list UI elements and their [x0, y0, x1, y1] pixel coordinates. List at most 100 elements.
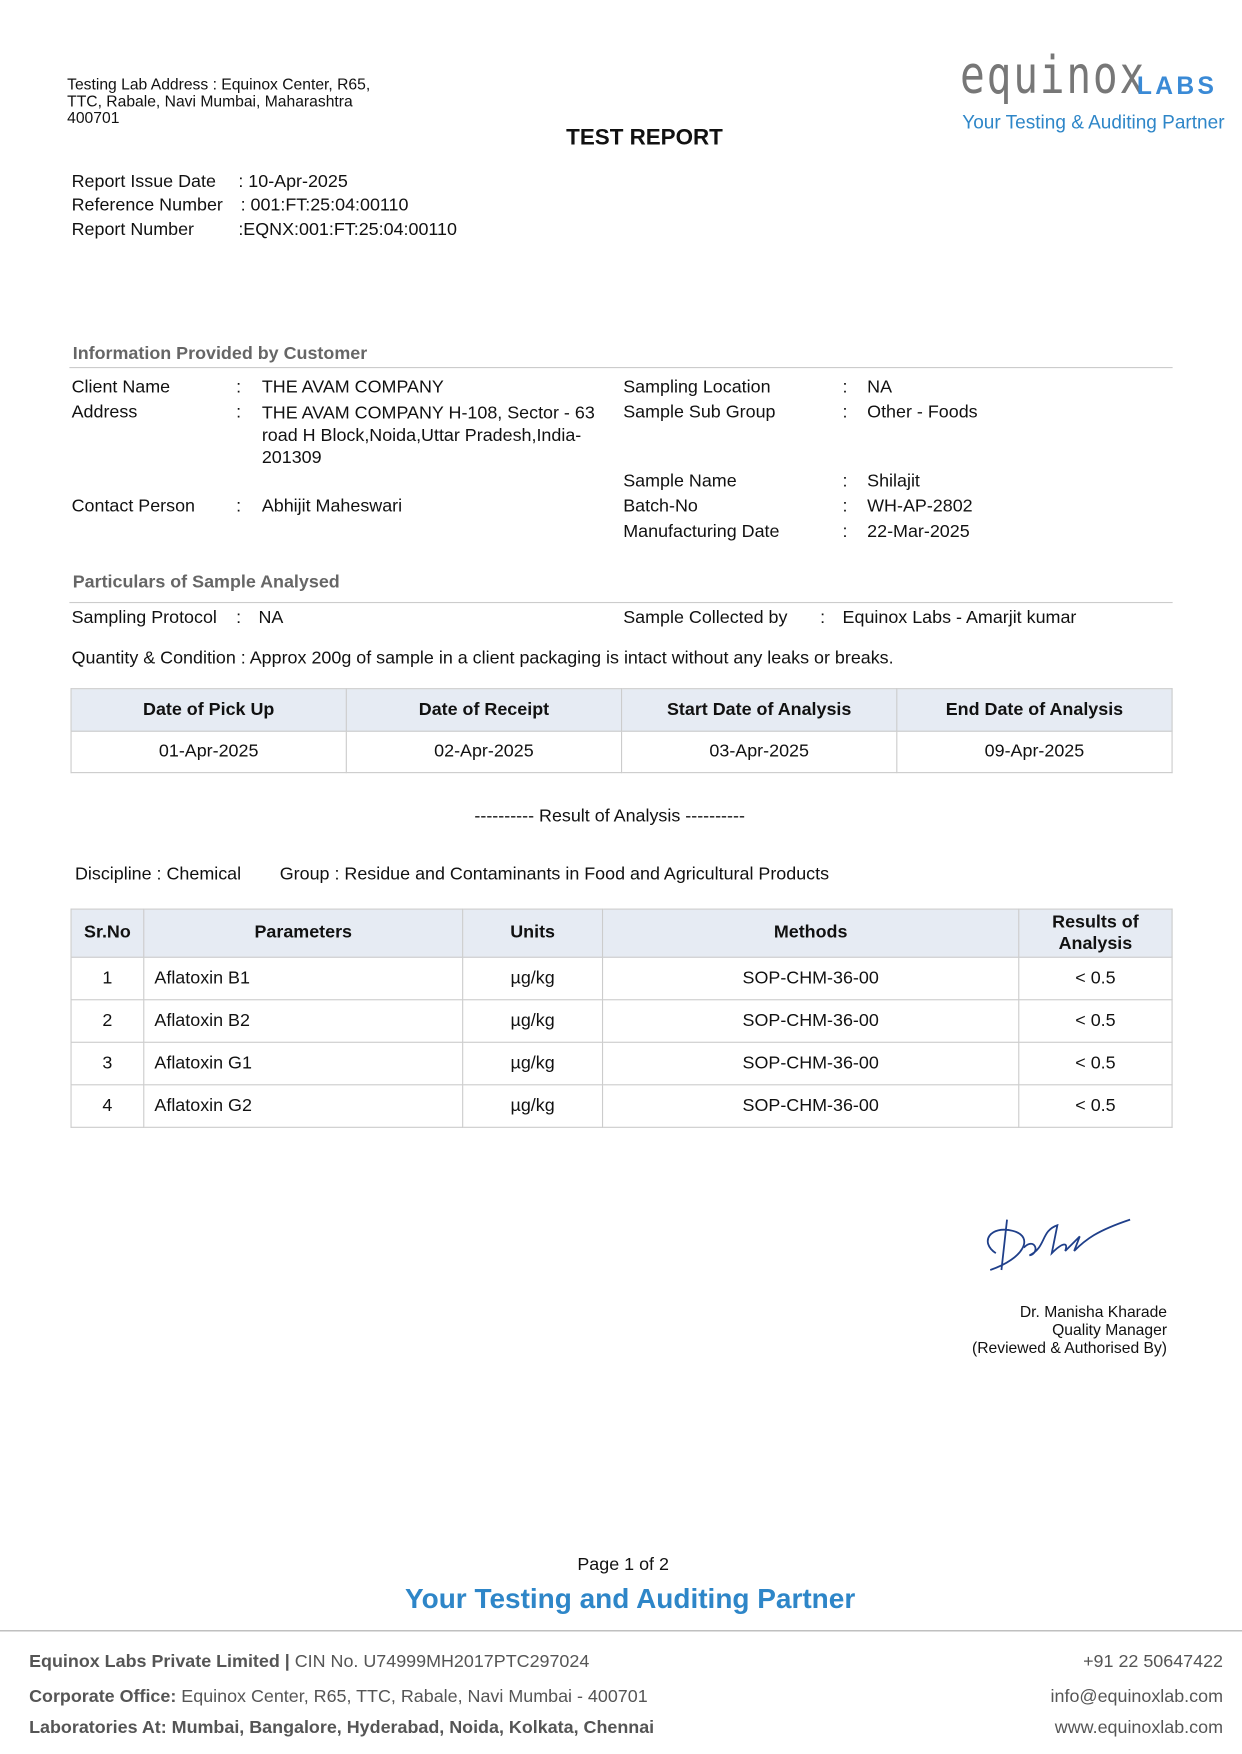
- column-header: Units: [462, 908, 604, 958]
- logo-labs: LABS: [1136, 71, 1218, 100]
- address-line: THE AVAM COMPANY H-108, Sector - 63: [261, 403, 595, 423]
- results-table: Sr.No Parameters Units Methods Results o…: [70, 908, 1173, 1128]
- signatory-name: Dr. Manisha Kharade: [1019, 1302, 1168, 1321]
- unit: µg/kg: [462, 999, 604, 1043]
- column-header: Date of Receipt: [345, 688, 623, 732]
- start-date: 03-Apr-2025: [621, 730, 898, 774]
- address-line: road H Block,Noida,Uttar Pradesh,India-: [261, 426, 582, 446]
- website-link[interactable]: www.equinoxlab.com: [1054, 1718, 1223, 1738]
- sr-no: 1: [70, 956, 145, 1001]
- label: Address: [71, 402, 138, 422]
- sr-no: 4: [70, 1084, 145, 1128]
- unit: µg/kg: [462, 956, 604, 1001]
- signatory-role: Quality Manager: [1052, 1320, 1168, 1339]
- lab-address: Testing Lab Address : Equinox Center, R6…: [67, 76, 370, 126]
- address-line: Testing Lab Address : Equinox Center, R6…: [67, 74, 371, 93]
- sampling-protocol: NA: [258, 608, 284, 628]
- column-header: End Date of Analysis: [896, 688, 1173, 732]
- address-line: TTC, Rabale, Navi Mumbai, Maharashtra: [67, 91, 353, 110]
- address-line: 400701: [67, 108, 120, 127]
- discipline: Discipline : Chemical: [74, 864, 242, 884]
- table-row: 1 Aflatoxin B1 µg/kg SOP-CHM-36-00 < 0.5: [70, 956, 1173, 1001]
- column-header: Results of Analysis: [1018, 908, 1173, 958]
- divider: [69, 367, 1173, 369]
- section-particulars: Particulars of Sample Analysed: [72, 572, 340, 592]
- method: SOP-CHM-36-00: [601, 1084, 1020, 1128]
- column-header: Date of Pick Up: [70, 688, 347, 732]
- office-line: Corporate Office: Equinox Center, R65, T…: [29, 1687, 648, 1707]
- table-row: 4 Aflatoxin G2 µg/kg SOP-CHM-36-00 < 0.5: [70, 1084, 1173, 1128]
- table-header-row: Sr.No Parameters Units Methods Results o…: [70, 908, 1173, 958]
- batch-no: WH-AP-2802: [867, 496, 973, 516]
- group: Group : Residue and Contaminants in Food…: [279, 864, 830, 884]
- colon: :: [842, 378, 848, 398]
- report-number: :EQNX:001:FT:25:04:00110: [238, 220, 457, 240]
- laboratories: Laboratories At: Mumbai, Bangalore, Hyde…: [29, 1718, 655, 1738]
- colon: :: [236, 378, 242, 398]
- result: < 0.5: [1018, 1084, 1173, 1128]
- results-heading: ---------- Result of Analysis ----------: [474, 806, 745, 826]
- colon: :: [842, 522, 848, 542]
- email-link[interactable]: info@equinoxlab.com: [1050, 1687, 1223, 1707]
- column-header: Sr.No: [70, 908, 145, 958]
- logo-wordmark: equinox: [960, 44, 1147, 106]
- address-line: 201309: [261, 448, 322, 468]
- colon: :: [236, 496, 242, 516]
- table-header-row: Date of Pick Up Date of Receipt Start Da…: [70, 688, 1173, 732]
- sr-no: 3: [70, 1041, 145, 1086]
- sr-no: 2: [70, 999, 145, 1043]
- dates-table: Date of Pick Up Date of Receipt Start Da…: [70, 688, 1173, 774]
- report-label-ref: Reference Number: [71, 195, 223, 215]
- logo-tagline: Your Testing & Auditing Partner: [962, 111, 1225, 134]
- label: Manufacturing Date: [623, 522, 780, 542]
- label: Sample Sub Group: [623, 402, 776, 422]
- table-row: 3 Aflatoxin G1 µg/kg SOP-CHM-36-00 < 0.5: [70, 1041, 1173, 1086]
- column-header: Start Date of Analysis: [621, 688, 898, 732]
- client-address: THE AVAM COMPANY H-108, Sector - 63 road…: [262, 403, 595, 470]
- report-label-num: Report Number: [71, 220, 194, 240]
- label: Client Name: [71, 378, 171, 398]
- report-label-issue: Report Issue Date: [71, 172, 216, 192]
- signatory: Dr. Manisha Kharade Quality Manager (Rev…: [972, 1302, 1167, 1356]
- receipt-date: 02-Apr-2025: [345, 730, 623, 774]
- reference-number: : 001:FT:25:04:00110: [240, 195, 409, 215]
- sample-collected-by: Equinox Labs - Amarjit kumar: [842, 608, 1077, 628]
- parameter: Aflatoxin G2: [143, 1084, 464, 1128]
- page-title: TEST REPORT: [566, 125, 723, 150]
- manufacturing-date: 22-Mar-2025: [867, 522, 970, 542]
- sampling-location: NA: [867, 378, 893, 398]
- colon: :: [236, 402, 242, 422]
- cin: CIN No. U74999MH2017PTC297024: [289, 1652, 590, 1672]
- office-address: Equinox Center, R65, TTC, Rabale, Navi M…: [176, 1687, 648, 1707]
- label: Sample Name: [623, 472, 737, 492]
- colon: :: [236, 608, 242, 628]
- signature: [986, 1218, 1131, 1271]
- quantity-condition: Quantity & Condition : Approx 200g of sa…: [71, 648, 894, 668]
- section-customer-info: Information Provided by Customer: [72, 344, 368, 364]
- office-label: Corporate Office:: [29, 1687, 177, 1707]
- result: < 0.5: [1018, 1041, 1173, 1086]
- unit: µg/kg: [462, 1084, 604, 1128]
- colon: :: [842, 472, 848, 492]
- client-name: THE AVAM COMPANY: [261, 378, 444, 398]
- label: Sampling Location: [623, 378, 771, 398]
- sample-sub-group: Other - Foods: [867, 402, 978, 422]
- report-issue-date: : 10-Apr-2025: [238, 172, 348, 192]
- column-header: Methods: [601, 908, 1020, 958]
- result: < 0.5: [1018, 999, 1173, 1043]
- footer-divider: [0, 1630, 1242, 1632]
- label: Batch-No: [623, 496, 698, 516]
- pickup-date: 01-Apr-2025: [70, 730, 347, 774]
- company-line: Equinox Labs Private Limited | CIN No. U…: [29, 1653, 589, 1673]
- phone: +91 22 50647422: [1083, 1652, 1223, 1672]
- label: Contact Person: [71, 496, 196, 516]
- column-header: Parameters: [143, 908, 464, 958]
- method: SOP-CHM-36-00: [601, 999, 1020, 1043]
- sample-name: Shilajit: [867, 472, 920, 492]
- parameter: Aflatoxin B1: [143, 956, 464, 1001]
- label: Sampling Protocol: [71, 608, 217, 628]
- unit: µg/kg: [462, 1041, 604, 1086]
- company-name: Equinox Labs Private Limited |: [29, 1652, 290, 1672]
- result: < 0.5: [1018, 956, 1173, 1001]
